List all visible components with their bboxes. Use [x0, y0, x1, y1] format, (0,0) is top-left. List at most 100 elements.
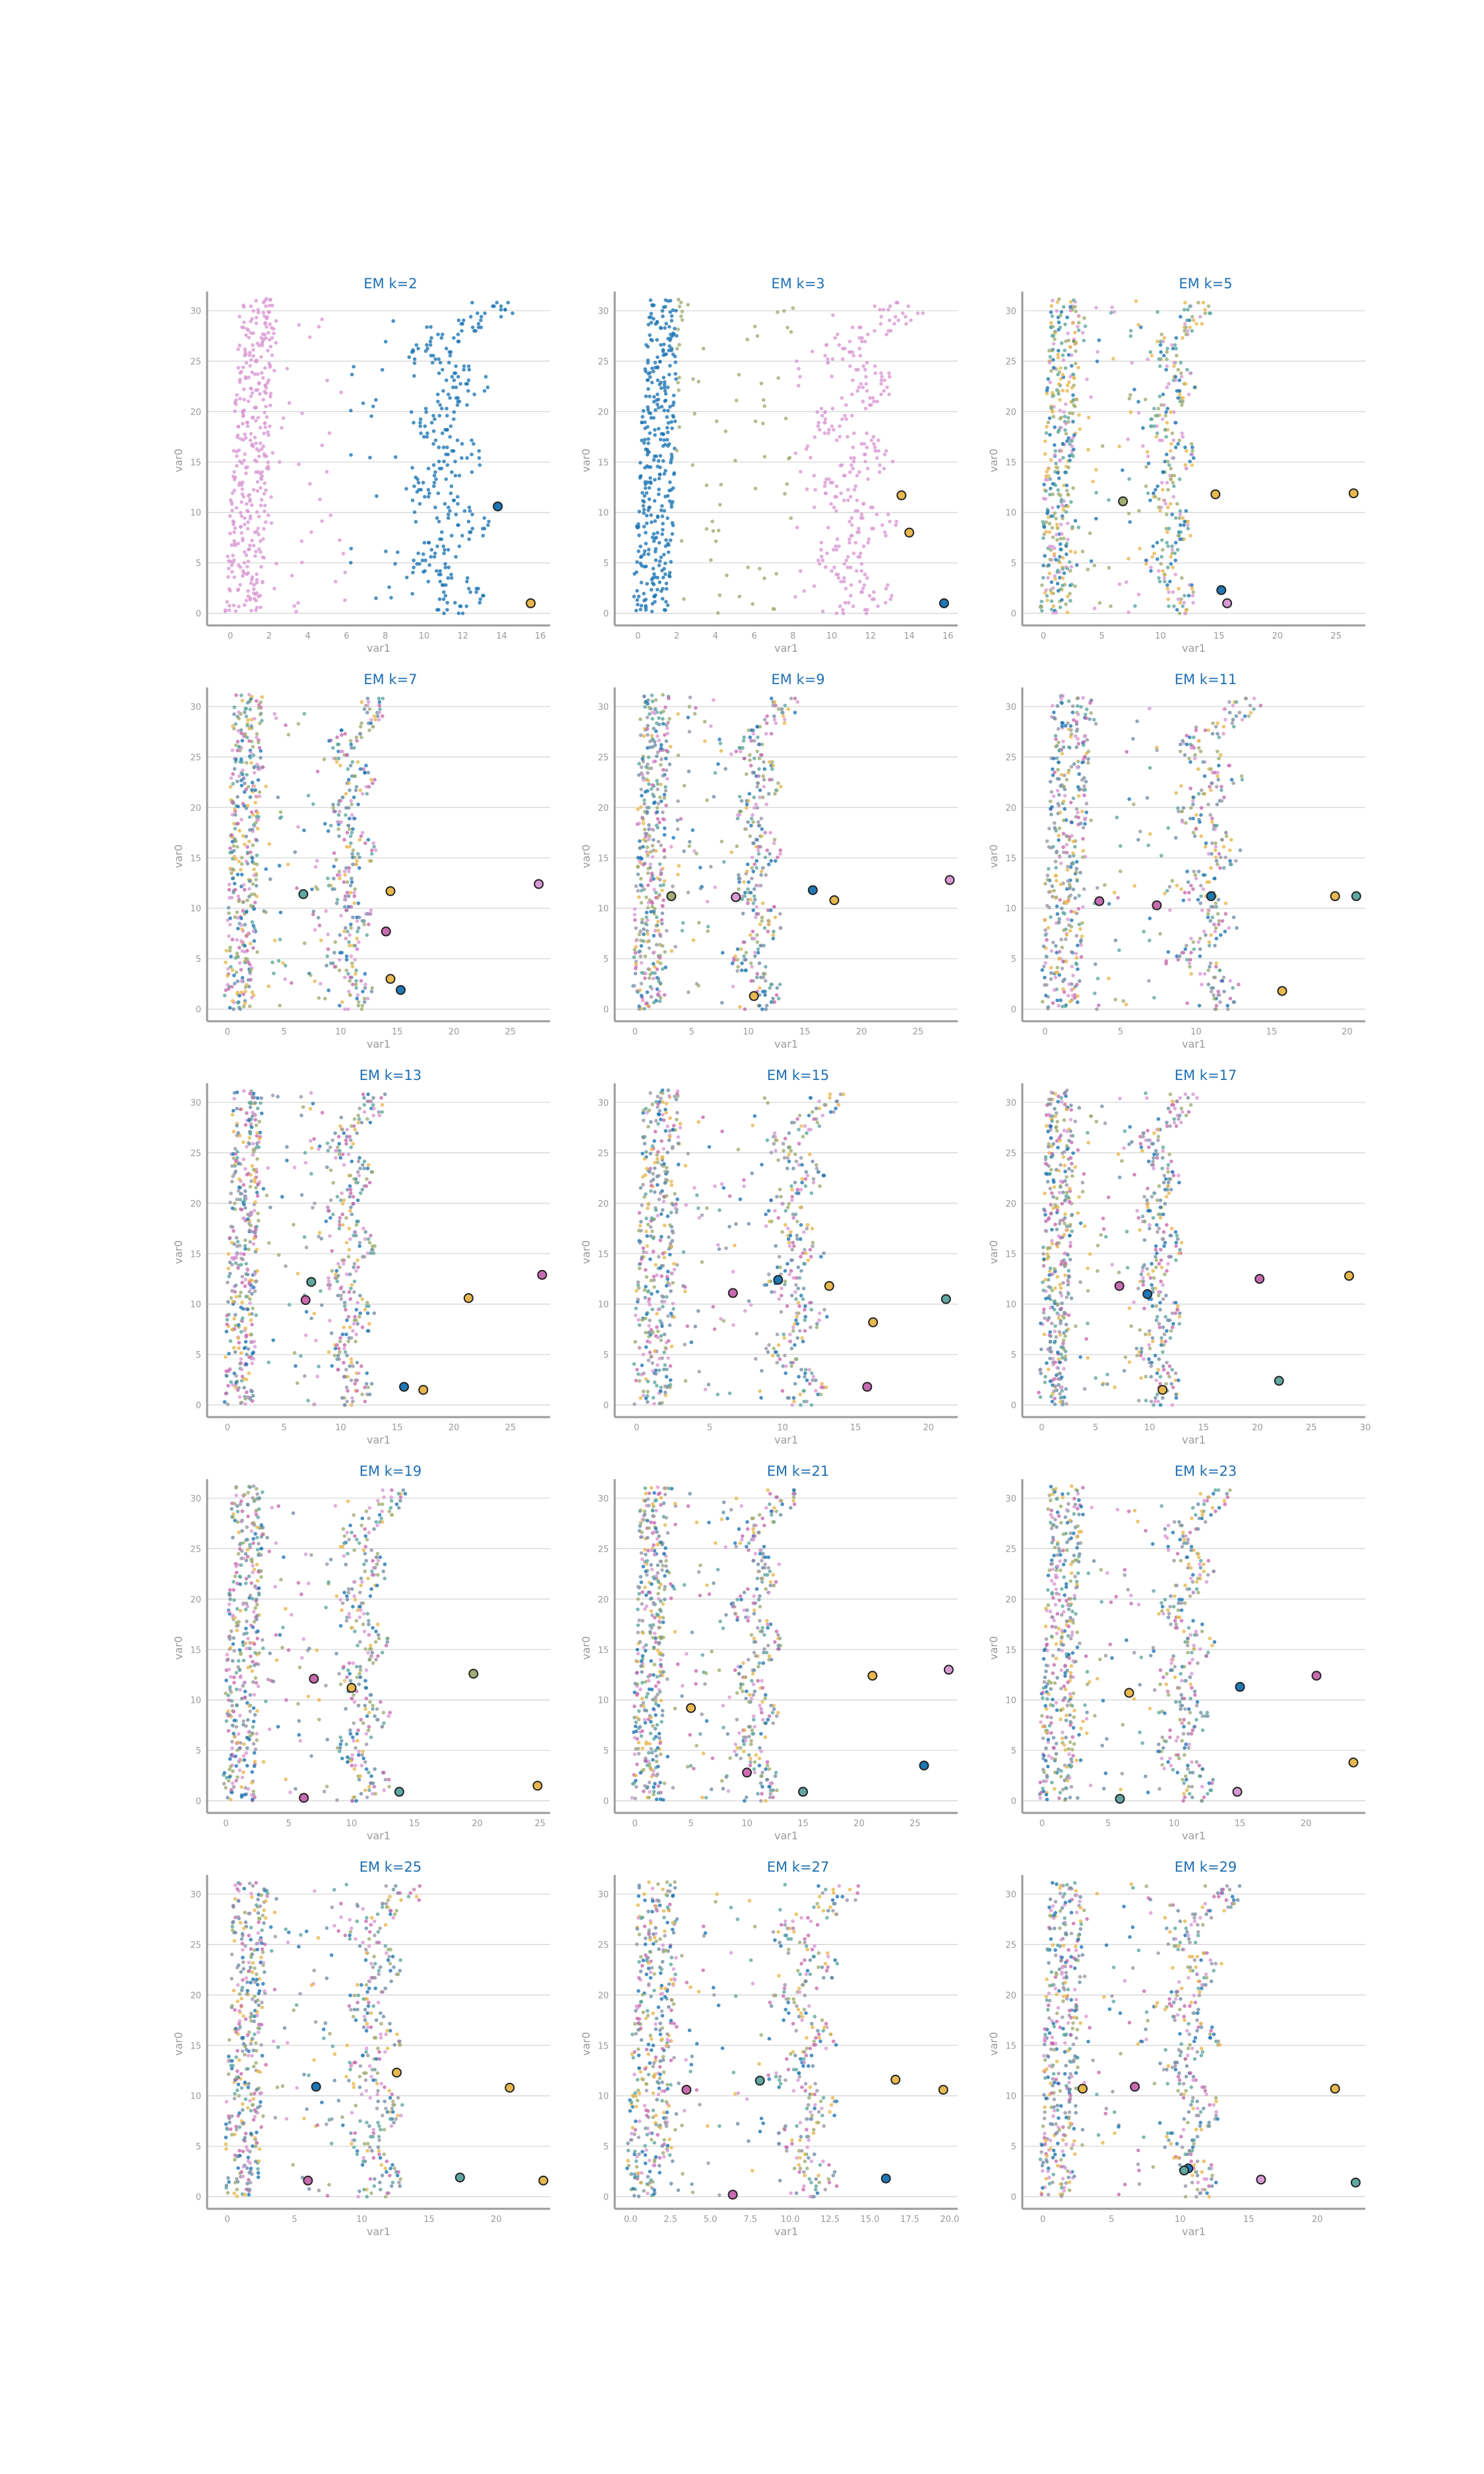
data-point — [233, 1385, 237, 1389]
data-point — [704, 527, 709, 531]
data-point — [638, 561, 643, 565]
data-point — [1164, 410, 1168, 414]
data-point — [235, 393, 239, 397]
data-point — [393, 561, 397, 566]
data-point — [467, 537, 471, 542]
data-point — [1063, 1004, 1068, 1008]
data-point — [637, 509, 642, 514]
data-point — [251, 354, 255, 358]
data-point — [658, 893, 662, 897]
data-point — [1181, 435, 1185, 439]
data-point — [254, 299, 259, 303]
data-point — [248, 707, 253, 712]
data-point — [253, 1345, 257, 1349]
data-point — [250, 920, 255, 924]
data-point — [245, 845, 249, 849]
data-point — [751, 732, 755, 736]
data-point — [240, 927, 244, 932]
data-point — [1068, 724, 1073, 728]
data-point — [1190, 587, 1194, 590]
data-point — [313, 865, 318, 869]
data-point — [357, 1315, 361, 1319]
data-point — [352, 795, 356, 800]
data-point — [1191, 816, 1195, 821]
data-point — [866, 477, 870, 482]
data-point — [775, 986, 779, 990]
data-point — [263, 365, 267, 370]
data-point — [1059, 773, 1064, 777]
data-point — [1170, 431, 1175, 435]
data-point — [355, 859, 359, 863]
data-point — [1198, 820, 1202, 824]
data-point — [1163, 459, 1167, 464]
data-point — [687, 844, 691, 848]
data-point — [1183, 445, 1187, 449]
y-tick-label: 5 — [603, 559, 609, 569]
data-point — [1210, 915, 1215, 920]
data-point — [1052, 711, 1056, 714]
data-point — [228, 1005, 232, 1010]
data-point — [230, 895, 234, 900]
data-point — [725, 573, 729, 577]
data-point — [455, 438, 460, 443]
data-point — [256, 1106, 260, 1110]
data-point — [1096, 350, 1099, 354]
data-point — [666, 408, 670, 413]
data-point — [1141, 444, 1145, 448]
data-point — [646, 358, 650, 362]
data-point — [1213, 943, 1217, 948]
data-point — [757, 1003, 762, 1008]
data-point — [353, 1381, 357, 1386]
data-point — [1189, 534, 1192, 538]
data-point — [1054, 866, 1058, 870]
data-point — [255, 839, 259, 842]
data-point — [1107, 976, 1111, 980]
data-point — [232, 1317, 236, 1321]
data-point — [738, 809, 743, 813]
data-point — [252, 591, 256, 596]
data-point — [1053, 825, 1057, 830]
data-point — [1172, 364, 1176, 368]
data-point — [1094, 722, 1098, 726]
data-point — [649, 588, 654, 592]
data-point — [1232, 1000, 1237, 1004]
data-point — [334, 1272, 338, 1277]
data-point — [1156, 310, 1159, 314]
data-point — [246, 559, 251, 563]
data-point — [1092, 606, 1097, 610]
data-points — [1040, 693, 1263, 1011]
data-point — [737, 1005, 742, 1009]
data-points — [222, 1089, 387, 1407]
data-point — [1142, 930, 1146, 934]
data-point — [244, 1335, 248, 1339]
data-point — [1198, 901, 1202, 905]
data-point — [749, 816, 754, 821]
data-point — [820, 558, 824, 563]
data-point — [849, 534, 853, 538]
data-point — [640, 757, 645, 761]
data-point — [454, 385, 458, 389]
cluster-center — [534, 879, 544, 889]
data-point — [1125, 749, 1128, 754]
data-point — [252, 1236, 256, 1241]
chart-panel: EM k=9 0 5 10 15 20 25 30 0 5 10 15 20 25 var1 var0 — [580, 672, 1003, 1067]
data-point — [1208, 961, 1213, 965]
data-point — [1212, 876, 1217, 881]
data-point — [1041, 523, 1046, 526]
data-point — [339, 1293, 343, 1298]
data-point — [372, 844, 376, 849]
data-point — [1049, 310, 1053, 314]
data-point — [253, 788, 257, 792]
data-point — [661, 575, 665, 580]
data-point — [309, 973, 313, 977]
data-point — [813, 435, 817, 439]
data-point — [237, 716, 241, 720]
data-point — [1132, 387, 1136, 392]
data-point — [661, 810, 665, 815]
data-point — [687, 730, 691, 734]
data-point — [1054, 970, 1058, 975]
data-point — [248, 1278, 253, 1283]
data-point — [359, 700, 364, 704]
data-point — [261, 444, 265, 449]
data-point — [352, 891, 356, 895]
